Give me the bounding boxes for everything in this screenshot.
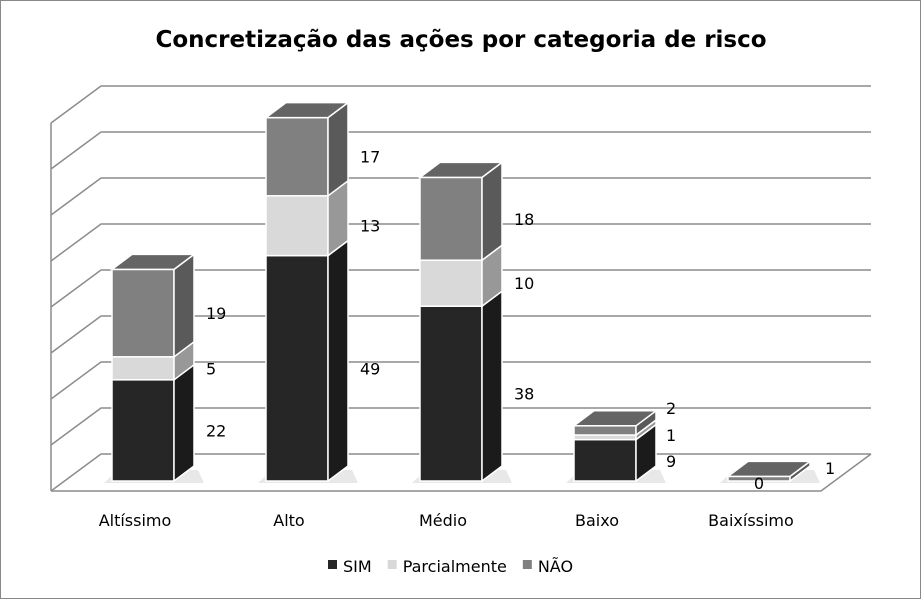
data-label: 2	[666, 399, 676, 418]
data-label: 0	[754, 474, 764, 493]
legend-label: SIM	[343, 557, 372, 576]
bar-segment-parcialmente	[419, 259, 483, 307]
gridlines	[50, 85, 872, 492]
bar-segment-sim	[419, 305, 483, 482]
gridline	[50, 223, 871, 262]
bar-segment-não	[265, 116, 329, 197]
data-label: 17	[360, 148, 380, 167]
legend-swatch-não	[522, 560, 532, 569]
data-label: 10	[514, 274, 534, 293]
gridline	[50, 85, 871, 124]
data-label: 22	[206, 421, 226, 440]
gridline	[50, 131, 871, 170]
data-label: 1	[825, 459, 835, 478]
bar-segment-parcialmente	[265, 195, 329, 257]
data-label: 13	[360, 217, 380, 236]
legend-swatch-sim	[328, 560, 337, 569]
data-label: 18	[514, 210, 534, 229]
bar-segment-side	[327, 239, 349, 483]
bar-top	[571, 410, 659, 427]
bar-segment-side	[173, 363, 195, 483]
bar-segment-não	[419, 176, 483, 261]
bar-segment-sim	[573, 438, 637, 482]
bar-segment-não	[573, 425, 637, 436]
data-label: 38	[514, 385, 534, 404]
legend-swatch-parcialmente	[387, 560, 397, 569]
bar-top	[417, 161, 505, 179]
bar-top	[725, 460, 813, 478]
gridline	[50, 269, 871, 308]
category-label: Médio	[419, 511, 467, 530]
data-label: 9	[666, 452, 676, 471]
bar-segment-sim	[265, 254, 329, 482]
data-label: 49	[360, 359, 380, 378]
bar-top	[263, 101, 351, 119]
bar-segment-side	[481, 289, 503, 483]
category-label: Alto	[273, 511, 304, 530]
bar-segment-parcialmente	[111, 356, 175, 381]
gridline	[50, 177, 871, 216]
data-labels: 22 5 19 49 13 17 38 10 18 9 1 2 0 1	[206, 148, 835, 493]
bar-segment-sim	[111, 379, 175, 482]
bars	[104, 101, 820, 483]
legend-label: Parcialmente	[403, 557, 507, 576]
floor-edge	[51, 453, 872, 492]
gridline	[50, 315, 871, 354]
chart-title: Concretização das ações por categoria de…	[155, 27, 766, 53]
bar-segment-side	[481, 160, 503, 262]
data-label: 19	[206, 304, 226, 323]
bar-top	[109, 253, 197, 271]
data-label: 1	[666, 426, 676, 445]
legend-label: NÃO	[538, 557, 573, 576]
category-label: Baixo	[575, 511, 619, 530]
data-label: 5	[206, 359, 216, 378]
bar-segment-side	[173, 252, 195, 359]
gridline	[50, 407, 871, 446]
bar-segment-não	[111, 268, 175, 358]
bar-segment-side	[327, 101, 349, 198]
category-labels: Altíssimo Alto Médio Baixo Baixíssimo	[99, 511, 794, 530]
gridline	[50, 361, 871, 400]
legend: SIM Parcialmente NÃO	[328, 557, 573, 576]
category-label: Baixíssimo	[708, 511, 794, 530]
category-label: Altíssimo	[99, 511, 172, 530]
